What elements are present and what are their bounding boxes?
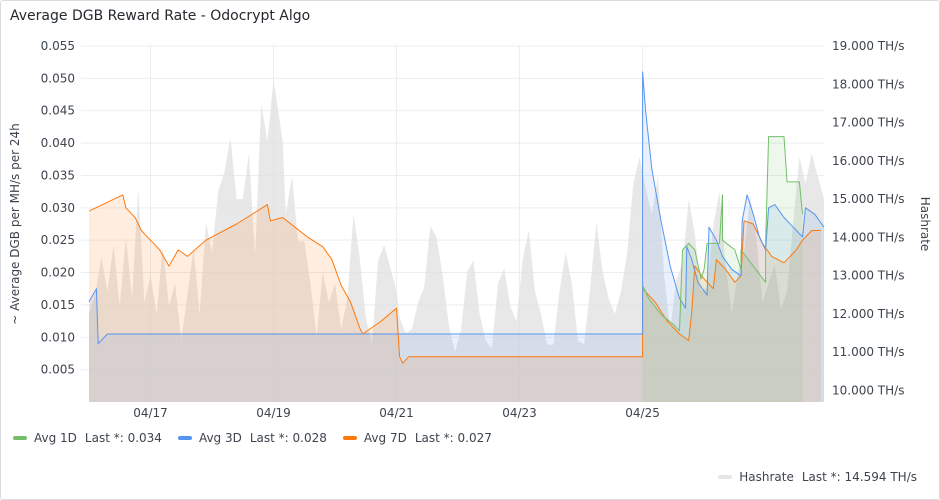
y-left-tick-label: 0.055: [41, 39, 75, 53]
y-right-tick-label: 15.000 TH/s: [832, 192, 904, 206]
legend-label-avg-1d: Avg 1D: [34, 431, 77, 445]
y-left-tick-label: 0.015: [41, 298, 75, 312]
y-right-tick-label: 16.000 TH/s: [832, 154, 904, 168]
y-right-axis-title: Hashrate: [918, 197, 932, 252]
legend-item-avg-1d[interactable]: Avg 1D Last *: 0.034: [13, 431, 162, 445]
legend-label-avg-3d: Avg 3D: [198, 431, 242, 445]
legend-item-hashrate[interactable]: Hashrate Last *: 14.594 TH/s: [718, 470, 917, 484]
y-right-tick-label: 13.000 TH/s: [832, 269, 904, 283]
y-right-tick-label: 19.000 TH/s: [832, 39, 904, 53]
legend-label-avg-7d: Avg 7D: [363, 431, 407, 445]
series-avg-7d-area: [89, 194, 821, 402]
x-tick-label: 04/21: [379, 406, 414, 420]
y-left-tick-label: 0.035: [41, 168, 75, 182]
y-right-tick-label: 14.000 TH/s: [832, 230, 904, 244]
y-left-tick-label: 0.030: [41, 201, 75, 215]
series-avg-1d-line[interactable]: [642, 136, 803, 332]
y-right-tick-label: 10.000 TH/s: [832, 384, 904, 398]
legend-last-avg-3d: Last *: 0.028: [249, 431, 327, 445]
legend-left: Avg 1D Last *: 0.034 Avg 3D Last *: 0.02…: [13, 431, 492, 445]
legend-last-avg-1d: Last *: 0.034: [84, 431, 162, 445]
y-right-tick-label: 18.000 TH/s: [832, 77, 904, 91]
legend-swatch-avg-1d: [13, 436, 27, 440]
x-tick-label: 04/25: [625, 406, 660, 420]
legend-right: Hashrate Last *: 14.594 TH/s: [718, 470, 917, 484]
panel-title[interactable]: Average DGB Reward Rate - Odocrypt Algo: [10, 8, 311, 24]
y-right-tick-label: 12.000 TH/s: [832, 307, 904, 321]
y-left-tick-label: 0.050: [41, 71, 75, 85]
x-tick-label: 04/19: [256, 406, 291, 420]
x-tick-label: 04/23: [502, 406, 537, 420]
y-left-tick-label: 0.045: [41, 104, 75, 118]
y-left-tick-label: 0.025: [41, 233, 75, 247]
legend-swatch-hashrate: [718, 475, 733, 479]
legend-last-hashrate: Last *: 14.594 TH/s: [801, 470, 917, 484]
legend-swatch-avg-3d: [177, 436, 192, 440]
y-left-tick-label: 0.020: [41, 266, 75, 280]
legend-item-avg-7d[interactable]: Avg 7D Last *: 0.027: [342, 431, 492, 445]
series-avg-7d-line[interactable]: [88, 194, 821, 364]
legend-last-avg-7d: Last *: 0.027: [414, 431, 492, 445]
y-left-tick-label: 0.005: [41, 363, 75, 377]
y-left-tick-label: 0.040: [41, 136, 75, 150]
series-avg-3d-line[interactable]: [88, 71, 825, 345]
y-left-axis-title: ~ Average DGB per MH/s per 24h: [8, 123, 22, 324]
y-right-tick-label: 17.000 TH/s: [832, 116, 904, 130]
legend-item-avg-3d[interactable]: Avg 3D Last *: 0.028: [177, 431, 327, 445]
y-left-tick-label: 0.010: [41, 330, 75, 344]
x-tick-label: 04/17: [133, 406, 168, 420]
y-right-tick-label: 11.000 TH/s: [832, 345, 904, 359]
series-hashrate-area: [89, 80, 824, 402]
legend-label-hashrate: Hashrate: [739, 470, 794, 484]
series-avg-3d-area: [89, 71, 824, 403]
legend-swatch-avg-7d: [342, 436, 357, 440]
